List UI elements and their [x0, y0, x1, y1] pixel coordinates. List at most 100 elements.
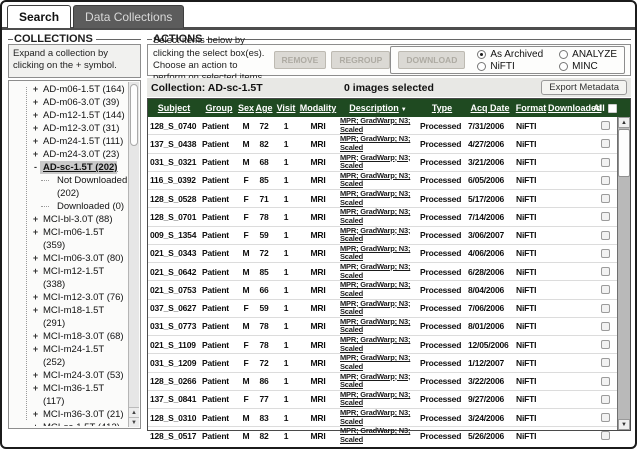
- radio-nifti[interactable]: NiFTI: [477, 61, 543, 72]
- sort-link[interactable]: Subject: [157, 103, 191, 113]
- cell-description[interactable]: MPR; GradWarp; N3; Scaled: [340, 371, 411, 390]
- column-header-age[interactable]: Age: [254, 103, 274, 113]
- column-header-group[interactable]: Group: [200, 103, 238, 113]
- row-checkbox[interactable]: [600, 194, 610, 204]
- radio-icon[interactable]: [477, 61, 487, 71]
- tree-item-label[interactable]: MCI-m36-1.5T (117): [43, 383, 105, 407]
- row-checkbox[interactable]: [600, 212, 610, 222]
- tree-item[interactable]: + MCI-m06-1.5T (359): [23, 226, 128, 252]
- tree-item[interactable]: + MCI-m24-1.5T (252): [23, 343, 128, 369]
- tree-item-label[interactable]: MCI-m24-1.5T (252): [43, 344, 105, 368]
- sort-link[interactable]: Age: [255, 103, 273, 113]
- collapse-icon[interactable]: -: [31, 161, 40, 174]
- collections-scrollbar-thumb[interactable]: [130, 84, 138, 146]
- cell-description[interactable]: MPR; GradWarp; N3; Scaled: [340, 408, 411, 426]
- table-scroll-down-icon[interactable]: ▼: [618, 419, 630, 430]
- sort-link[interactable]: Downloaded: [548, 103, 602, 113]
- cell-description[interactable]: MPR; GradWarp; N3; Scaled: [340, 389, 411, 408]
- cell-description[interactable]: MPR; GradWarp; N3; Scaled: [340, 353, 411, 371]
- tree-item-label[interactable]: MCI-m36-3.0T (21): [43, 409, 124, 420]
- tree-item[interactable]: + MCI-m12-3.0T (76): [23, 291, 128, 304]
- tree-item-label[interactable]: Downloaded (0): [57, 201, 125, 212]
- tree-item-label[interactable]: MCI-m06-1.5T (359): [43, 227, 105, 251]
- expand-icon[interactable]: +: [31, 135, 40, 148]
- tree-item-label[interactable]: MCI-m18-3.0T (68): [43, 331, 124, 342]
- tree-item[interactable]: + AD-m06-3.0T (39): [23, 96, 128, 109]
- expand-icon[interactable]: +: [31, 343, 40, 356]
- row-checkbox[interactable]: [600, 121, 610, 131]
- expand-icon[interactable]: +: [31, 382, 40, 395]
- tree-item[interactable]: - AD-sc-1.5T (202): [23, 161, 128, 174]
- radio-icon[interactable]: [559, 49, 569, 59]
- tree-item-label[interactable]: AD-sc-1.5T (202): [40, 161, 118, 174]
- remove-button[interactable]: REMOVE: [273, 51, 327, 69]
- cell-description[interactable]: MPR; GradWarp; N3; Scaled: [340, 152, 411, 171]
- column-header-description[interactable]: Description ▼: [338, 103, 418, 113]
- tree-item-label[interactable]: MCI-m06-3.0T (80): [43, 253, 124, 264]
- row-checkbox[interactable]: [600, 394, 610, 404]
- expand-icon[interactable]: +: [31, 83, 40, 96]
- column-header-visit[interactable]: Visit: [274, 103, 298, 113]
- row-checkbox[interactable]: [600, 285, 610, 295]
- tree-item-label[interactable]: MCI-bl-3.0T (88): [43, 214, 113, 225]
- row-checkbox[interactable]: [600, 321, 610, 331]
- expand-icon[interactable]: +: [31, 252, 40, 265]
- tree-item-label[interactable]: MCI-m24-3.0T (53): [43, 370, 124, 381]
- expand-icon[interactable]: +: [31, 226, 40, 239]
- cell-description[interactable]: MPR; GradWarp; N3; Scaled: [340, 225, 411, 244]
- tree-item[interactable]: + AD-m24-1.5T (111): [23, 135, 128, 148]
- row-checkbox[interactable]: [600, 303, 610, 313]
- tree-item[interactable]: +MCI-sc-1.5T (413): [23, 421, 128, 426]
- cell-description[interactable]: MPR; GradWarp; N3; Scaled: [340, 262, 411, 280]
- tree-item[interactable]: + AD-m12-1.5T (144): [23, 109, 128, 122]
- row-checkbox[interactable]: [600, 376, 610, 386]
- cell-description[interactable]: MPR; GradWarp; N3; Scaled: [340, 316, 411, 335]
- tab-data-collections[interactable]: Data Collections: [73, 5, 185, 28]
- tree-item[interactable]: + MCI-m12-1.5T (338): [23, 265, 128, 291]
- tree-item[interactable]: + MCI-m36-3.0T (21): [23, 408, 128, 421]
- tree-item-label[interactable]: MCI-m12-3.0T (76): [43, 292, 124, 303]
- tree-item[interactable]: + MCI-m18-3.0T (68): [23, 330, 128, 343]
- cell-description[interactable]: MPR; GradWarp; N3; Scaled: [340, 335, 411, 353]
- radio-minc[interactable]: MINC: [559, 61, 617, 72]
- tree-item[interactable]: + MCI-bl-3.0T (88): [23, 213, 128, 226]
- tree-item-label[interactable]: MCI-m18-1.5T (291): [43, 305, 105, 329]
- tree-item-label[interactable]: AD-m06-1.5T (164): [43, 84, 125, 95]
- sort-link[interactable]: Format: [515, 103, 547, 113]
- tree-item[interactable]: + AD-m06-1.5T (164): [23, 83, 128, 96]
- expand-icon[interactable]: +: [31, 213, 40, 226]
- tree-item[interactable]: + MCI-m18-1.5T (291): [23, 304, 128, 330]
- cell-description[interactable]: MPR; GradWarp; N3; Scaled: [340, 134, 411, 152]
- tree-item-label[interactable]: AD-m24-3.0T (23): [43, 149, 120, 160]
- column-header-sex[interactable]: Sex: [238, 103, 254, 113]
- expand-icon[interactable]: +: [31, 148, 40, 161]
- tree-item-label[interactable]: MCI-sc-1.5T (413): [40, 421, 120, 426]
- tree-item[interactable]: + AD-m24-3.0T (23): [23, 148, 128, 161]
- scroll-down-icon[interactable]: ▼: [129, 417, 139, 427]
- select-all-checkbox[interactable]: [607, 103, 617, 113]
- row-checkbox[interactable]: [600, 431, 610, 441]
- table-scrollbar-thumb[interactable]: [618, 129, 630, 177]
- expand-icon[interactable]: +: [31, 369, 40, 382]
- regroup-button[interactable]: REGROUP: [331, 51, 391, 69]
- scroll-up-icon[interactable]: ▲: [129, 407, 139, 417]
- collections-scrollbar[interactable]: ▲ ▼: [128, 82, 139, 427]
- cell-description[interactable]: MPR; GradWarp; N3; Scaled: [340, 298, 411, 317]
- sort-link[interactable]: Sex: [238, 103, 255, 113]
- table-scroll-up-icon[interactable]: ▲: [618, 117, 630, 128]
- row-checkbox[interactable]: [600, 230, 610, 240]
- expand-icon[interactable]: +: [31, 109, 40, 122]
- column-header-subject[interactable]: Subject: [148, 103, 200, 113]
- column-header-downloaded[interactable]: Downloaded: [548, 103, 602, 113]
- tree-item-label[interactable]: AD-m12-3.0T (31): [43, 123, 120, 134]
- radio-icon[interactable]: [477, 49, 487, 59]
- row-checkbox[interactable]: [600, 175, 610, 185]
- cell-description[interactable]: MPR; GradWarp; N3; Scaled: [340, 170, 411, 189]
- column-header-modality[interactable]: Modality: [298, 103, 338, 113]
- export-metadata-button[interactable]: Export Metadata: [541, 80, 627, 95]
- tab-search[interactable]: Search: [7, 5, 72, 28]
- sort-link[interactable]: Visit: [276, 103, 296, 113]
- row-checkbox[interactable]: [600, 248, 610, 258]
- tree-item[interactable]: + MCI-m24-3.0T (53): [23, 369, 128, 382]
- column-header-acq-date[interactable]: Acq Date: [466, 103, 514, 113]
